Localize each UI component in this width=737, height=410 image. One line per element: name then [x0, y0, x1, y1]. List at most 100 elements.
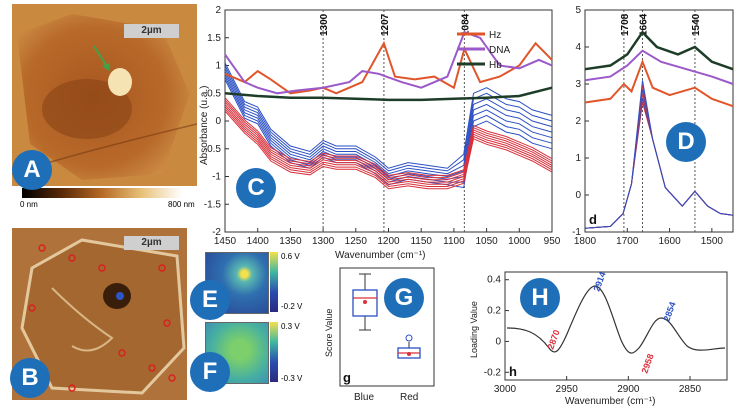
c-ytick-label: 2: [215, 5, 221, 16]
d-peak-label: 1540: [691, 13, 702, 36]
box-blue: [352, 273, 378, 331]
c-ytick-label: -2: [212, 227, 221, 238]
panel-h-ylabel: Loading Value: [469, 301, 479, 358]
badge-h: H: [520, 278, 560, 318]
panel-c-series: [224, 30, 553, 190]
d-ytick-label: 0: [575, 190, 581, 201]
c-xtick-label: 1150: [410, 236, 432, 247]
badge-c: C: [236, 168, 276, 208]
d-xtick-label: 1800: [574, 236, 597, 247]
blue-spectrum: [224, 70, 553, 178]
c-ytick-label: 0: [215, 116, 221, 127]
panel-d-label: d: [589, 212, 597, 227]
panel-h-chart: 0.4 0.2 0 -0.2 3000 2950 2900 2850 2870 2958 2…: [469, 270, 728, 407]
d-hb-reference: [584, 30, 734, 71]
h-ytick-label: -0.2: [484, 367, 502, 378]
panel-h-xlabel: Wavenumber (cm⁻¹): [565, 396, 655, 407]
d-ytick-label: 3: [575, 79, 581, 90]
blue-spectrum: [224, 73, 553, 180]
d-xtick-label: 1500: [701, 236, 724, 247]
d-spectrum: [584, 84, 734, 229]
blue-spectrum: [224, 68, 553, 175]
c-xtick-label: 1450: [214, 236, 237, 247]
badge-b: B: [10, 358, 50, 398]
c-xtick-label: 1200: [377, 236, 400, 247]
colorbar-a-min: 0 nm: [20, 200, 38, 209]
badge-d: D: [666, 122, 706, 162]
panel-g-chart: Score Value Blue Red g: [324, 267, 435, 403]
badge-f: F: [190, 352, 230, 392]
c-xtick-label: 1400: [247, 236, 270, 247]
badge-g: G: [384, 278, 424, 318]
panel-c-legend: Hz DNA Hb: [457, 30, 510, 71]
c-peak-label: 1207: [380, 13, 391, 36]
c-peak-label: 1300: [319, 13, 330, 36]
h-xtick-label: 2900: [617, 384, 640, 395]
c-xtick-label: 1050: [475, 236, 498, 247]
panel-d-series: [584, 30, 734, 229]
c-xtick-label: 1250: [345, 236, 368, 247]
d-ytick-label: 1: [575, 153, 581, 164]
d-ytick-label: -1: [572, 227, 581, 238]
hb-reference: [224, 86, 553, 102]
c-xtick-label: 1000: [508, 236, 531, 247]
panel-c-xlabel: Wavenumber (cm⁻¹): [335, 250, 425, 261]
panel-c-chart: 2 1.5 1 0.5 0 -0.5 -1 -1.5 -2 1450 1400 1350 1300 12…: [199, 5, 561, 261]
panel-c-xticks: 1450 1400 1350 1300 1250 1200 1150 1100 1050 1000…: [214, 228, 561, 247]
panel-c-plot-frame: [224, 9, 553, 233]
c-xtick-label: 1300: [312, 236, 335, 247]
red-spectrum: [224, 108, 553, 188]
scale-bar-b: 2µm: [124, 236, 179, 250]
box-red: [397, 334, 421, 359]
d-ytick-label: 2: [575, 116, 581, 127]
panel-g-ylabel: Score Value: [324, 309, 334, 357]
panel-d-peak-lines: 1708 1664 1540: [620, 10, 702, 232]
blue-spectrum: [224, 65, 553, 172]
peak-2870: 2870: [545, 328, 561, 350]
red-spectrum: [224, 106, 553, 185]
d-xtick-label: 1700: [616, 236, 639, 247]
c-xtick-label: 1350: [279, 236, 302, 247]
h-xtick-label: 2950: [556, 384, 579, 395]
peak-2854: 2854: [661, 300, 677, 322]
panel-c-yticks: 2 1.5 1 0.5 0 -0.5 -1 -1.5 -2: [204, 5, 229, 238]
colorbar-f-min: -0.3 V: [281, 374, 303, 383]
panel-d-plot-frame: [584, 9, 734, 233]
blue-spectrum: [224, 62, 553, 169]
h-ytick-label: 0: [495, 336, 501, 347]
legend-dna: DNA: [489, 45, 510, 56]
h-ytick-label: 0.4: [487, 275, 501, 286]
panel-h-yticks: 0.4 0.2 0 -0.2: [484, 275, 509, 378]
colorbar-e-min: -0.2 V: [281, 302, 303, 311]
c-ytick-label: 1.5: [207, 33, 221, 44]
colorbar-f-max: 0.3 V: [281, 322, 300, 331]
red-spectrum: [224, 97, 553, 176]
red-spectrum: [224, 104, 553, 183]
d-spectrum: [584, 80, 734, 229]
hz-reference: [224, 40, 553, 95]
colorbar-f: [270, 322, 278, 382]
panel-d-chart: 5 4 3 2 1 0 -1 1800 1700 1600 1500 1708 1664 1540 d: [572, 5, 734, 247]
d-peak-label: 1708: [620, 13, 631, 36]
c-ytick-label: 0.5: [207, 88, 221, 99]
panel-c-peak-lines: 1084 1207 1300: [319, 10, 471, 232]
panel-a-afm-height: 2µm: [11, 4, 198, 186]
colorbar-e: [270, 252, 278, 312]
panel-h-plot-frame: [504, 271, 728, 381]
badge-e: E: [190, 280, 230, 320]
panel-d-xticks: 1800 1700 1600 1500: [574, 228, 724, 247]
panel-h-label: h: [509, 364, 517, 379]
h-ytick-label: 0.2: [487, 306, 501, 317]
peak-2914: 2914: [591, 270, 607, 292]
panel-g-plot-frame: [339, 267, 435, 387]
d-peak-label: 1664: [639, 13, 650, 36]
c-ytick-label: -0.5: [204, 144, 222, 155]
red-spectrum: [224, 101, 553, 181]
h-xtick-label: 3000: [494, 384, 517, 395]
red-spectrum: [224, 110, 553, 190]
h-xtick-label: 2850: [679, 384, 702, 395]
loading-curve: [506, 285, 726, 354]
colorbar-a-max: 800 nm: [168, 200, 195, 209]
badge-a: A: [12, 150, 52, 190]
d-xtick-label: 1600: [658, 236, 681, 247]
